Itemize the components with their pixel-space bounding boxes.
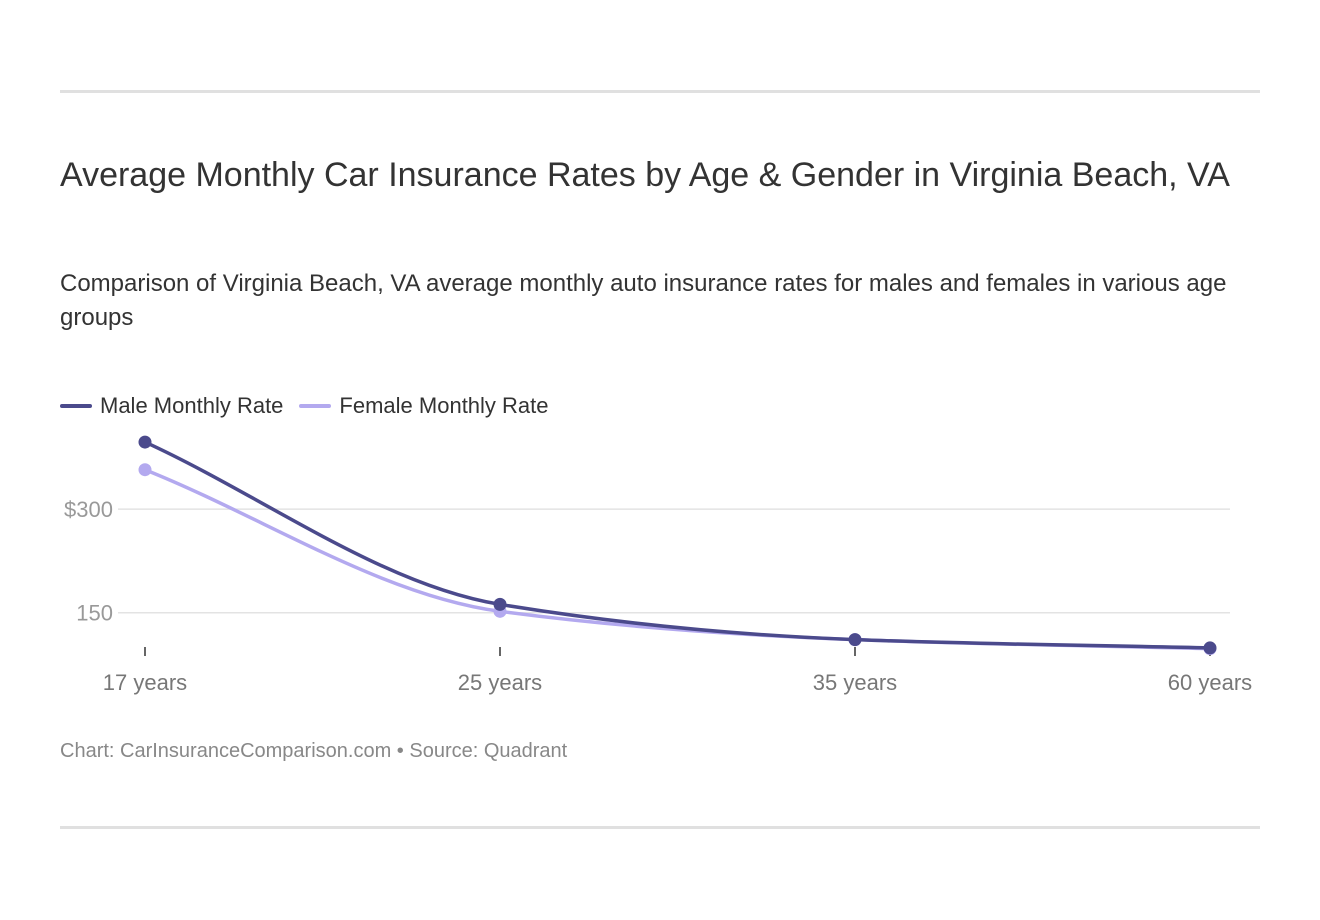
x-tick-label-2: 35 years [813,670,897,695]
x-tick-label-3: 60 years [1168,670,1252,695]
x-tick-label-0: 17 years [103,670,187,695]
legend-item-female[interactable]: Female Monthly Rate [299,393,549,419]
legend-label-male: Male Monthly Rate [100,393,284,418]
data-point-female-0[interactable] [138,463,152,477]
chart-source: Chart: CarInsuranceComparison.com • Sour… [60,740,568,762]
data-point-male-2[interactable] [848,633,862,647]
x-axis: 17 years 25 years 35 years 60 years [103,647,1252,695]
data-point-male-0[interactable] [138,435,152,449]
series-layer [138,435,1217,656]
legend-swatch-male [60,404,92,408]
series-line-male [144,440,1211,650]
chart-title: Average Monthly Car Insurance Rates by A… [60,156,1230,194]
chart-legend: Male Monthly Rate Female Monthly Rate [60,390,565,422]
legend-label-female: Female Monthly Rate [339,393,549,418]
data-point-male-1[interactable] [493,597,507,611]
y-tick-label-150: 150 [76,601,113,626]
data-point-male-3[interactable] [1203,641,1217,655]
legend-item-male[interactable]: Male Monthly Rate [60,393,283,419]
y-tick-label-300: $300 [64,497,113,522]
legend-swatch-female [299,404,332,408]
top-divider [60,90,1260,93]
bottom-divider [60,826,1260,829]
chart-subtitle: Comparison of Virginia Beach, VA average… [60,270,1227,331]
series-line-female [144,468,1211,651]
grid-layer: 150 $300 [64,497,1230,626]
x-tick-label-1: 25 years [458,670,542,695]
line-chart: 150 $300 17 years 25 years 35 years 60 years [64,435,1252,695]
